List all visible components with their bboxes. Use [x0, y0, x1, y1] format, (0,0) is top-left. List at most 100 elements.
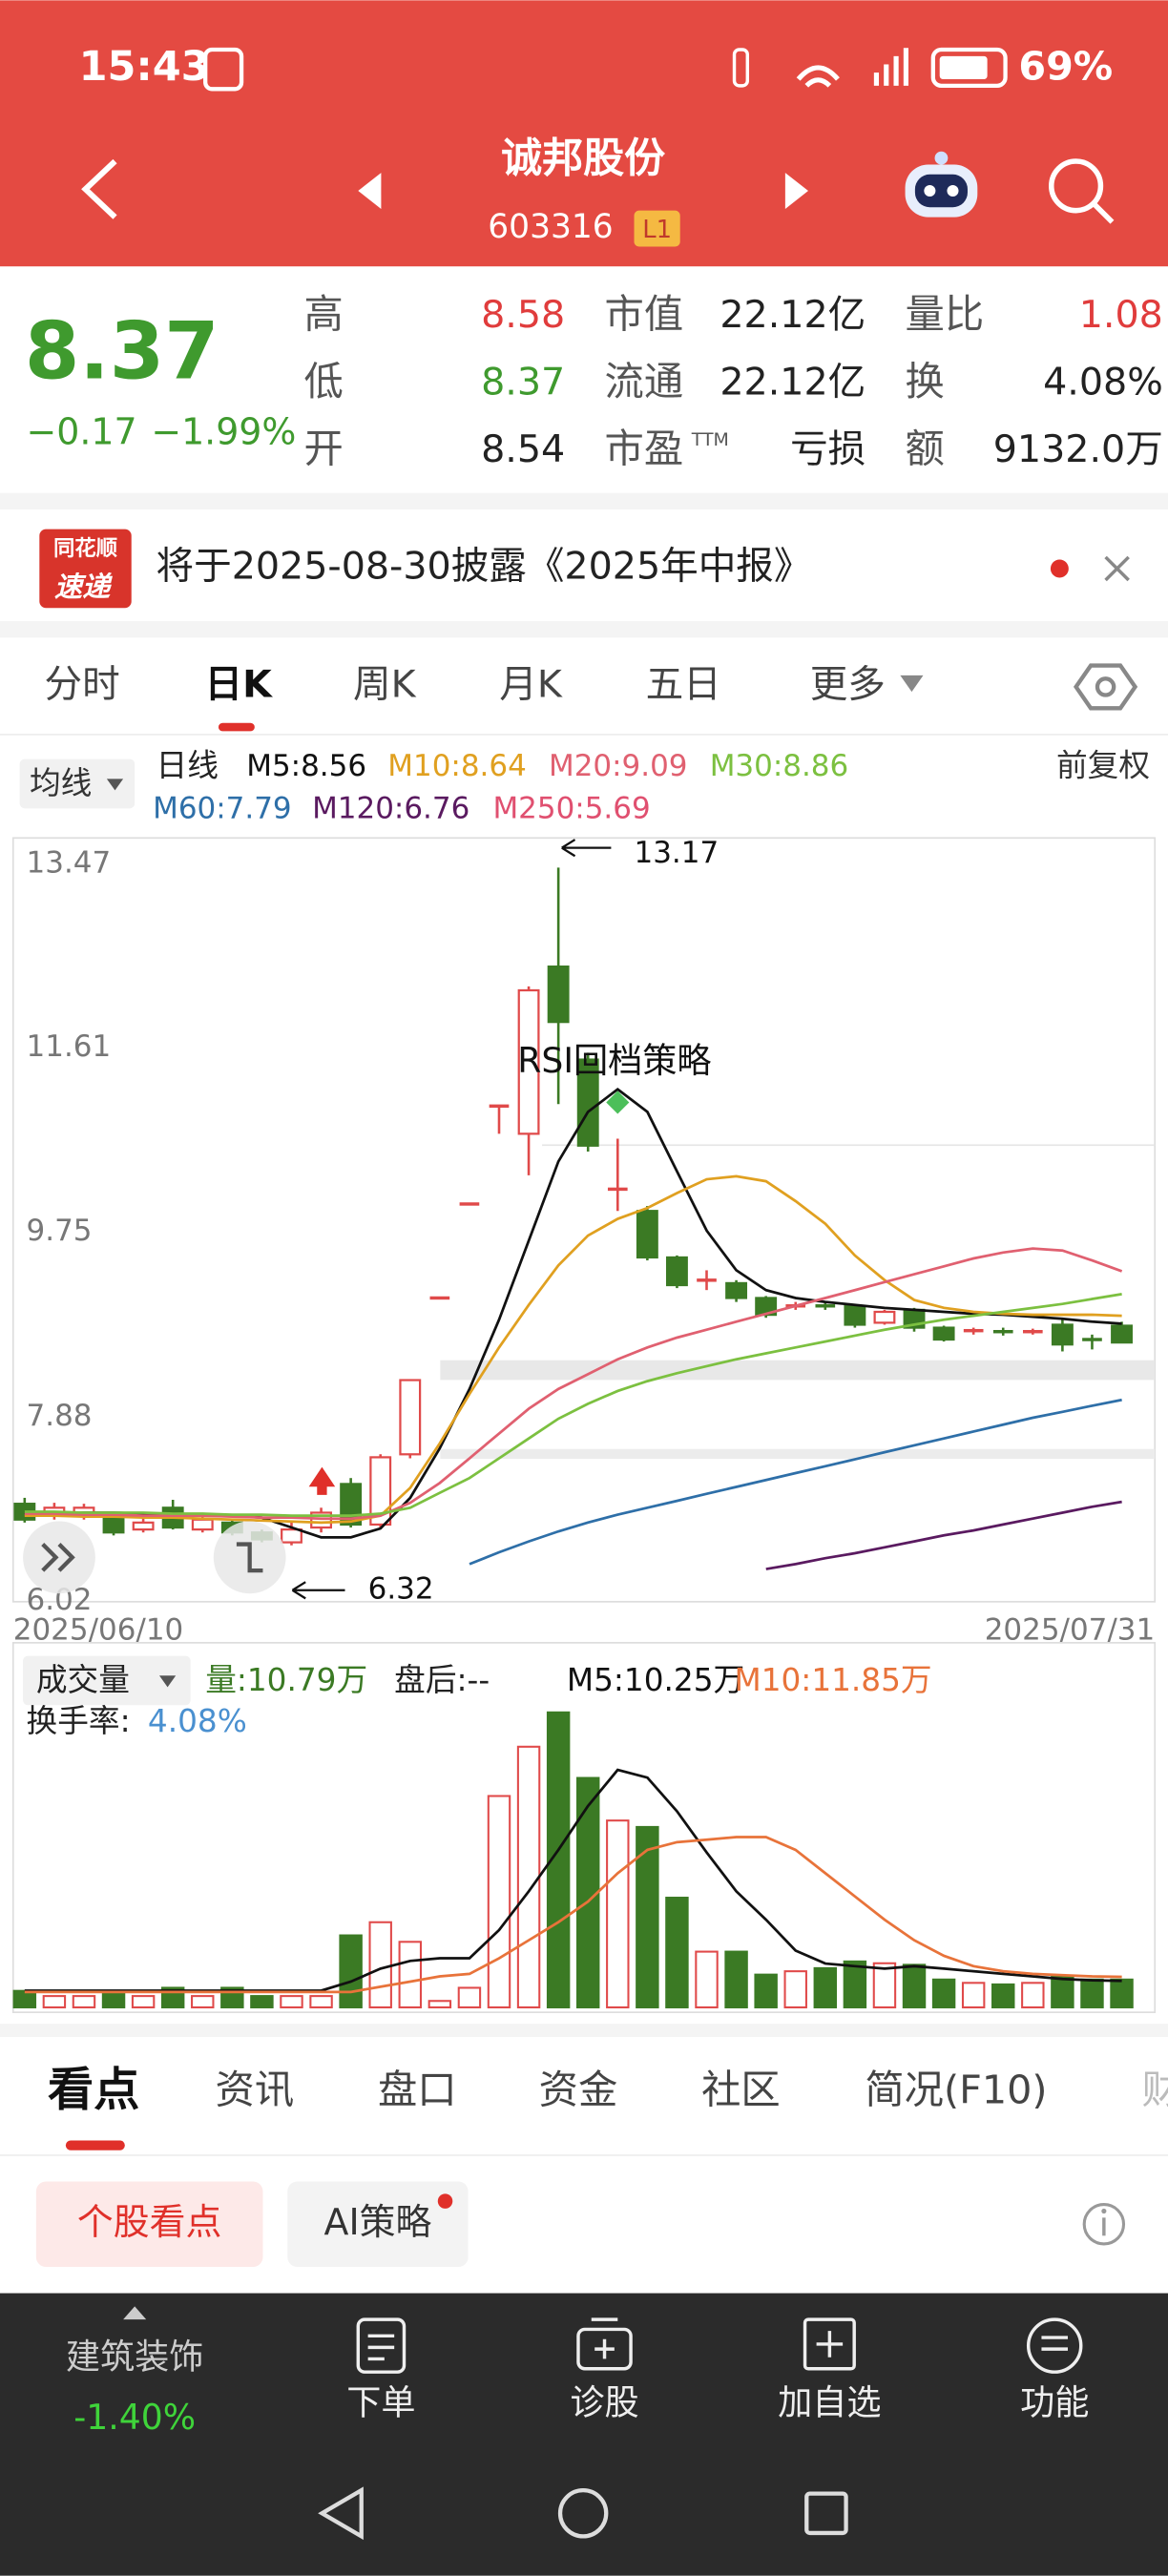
y-tick-label: 7.88 — [27, 1399, 93, 1433]
notice-text[interactable]: 将于2025-08-30披露《2025年中报》 — [156, 544, 812, 588]
adjust[interactable]: 前复权 — [1056, 747, 1150, 783]
y-tick-label: 11.61 — [27, 1029, 112, 1064]
next-stock[interactable] — [784, 173, 808, 209]
ma-button-bg[interactable] — [19, 758, 136, 809]
bottom-bar — [0, 2293, 1168, 2576]
volume-bar — [902, 1963, 927, 2009]
volume-bar — [636, 1825, 659, 2009]
period-tab[interactable]: 更多 — [810, 662, 886, 706]
stat-value: 9132.0万 — [993, 427, 1163, 471]
actions: 下单 诊股 加自选 功能 — [346, 2382, 1089, 2423]
candle-body — [1022, 1330, 1043, 1334]
info-tab[interactable]: 财 — [1141, 2067, 1168, 2113]
info-tab[interactable]: 社区 — [701, 2067, 781, 2113]
volume-bar — [813, 1966, 838, 2009]
stat-value: 1.08 — [1079, 293, 1163, 337]
candle-body — [607, 1187, 628, 1192]
period-tab[interactable]: 日K — [204, 662, 273, 706]
support-band — [440, 1360, 1156, 1381]
action[interactable]: 加自选 — [778, 2382, 881, 2423]
pill-bg[interactable] — [287, 2181, 469, 2268]
notice-logo — [39, 529, 132, 609]
candle-body — [191, 1518, 214, 1531]
ma-line — [24, 1768, 1122, 1992]
stock-name: 诚邦股份 — [501, 135, 665, 183]
period-tab[interactable]: 分时 — [44, 662, 119, 706]
x-tick-label: 2025/06/10 — [13, 1612, 184, 1647]
sector[interactable]: 建筑装饰 — [66, 2336, 204, 2377]
ma-arrow — [106, 779, 124, 791]
nav-bar[interactable] — [318, 2486, 848, 2541]
stat-value: 22.12亿 — [720, 361, 866, 405]
tab-underline — [218, 722, 255, 732]
y-tick-label: 13.47 — [27, 845, 112, 880]
volume-bar — [1110, 1978, 1134, 2009]
clock: 15:43 — [79, 43, 210, 91]
action[interactable]: 功能 — [1020, 2382, 1089, 2423]
legend-entry: M5:8.56 — [246, 749, 366, 783]
info-tabs: 看点 资讯 盘口 资金 社区 简况(F10) 财 — [48, 2064, 1168, 2117]
prev-stock[interactable] — [358, 173, 382, 209]
pill-bg[interactable] — [35, 2181, 263, 2268]
action[interactable]: 下单 — [346, 2382, 415, 2423]
info-tab[interactable]: 盘口 — [378, 2067, 457, 2113]
volume-bar — [961, 1982, 986, 2009]
legend-entry: M10:8.64 — [387, 749, 527, 783]
volume-bar — [280, 1995, 303, 2009]
back-button[interactable] — [81, 158, 117, 219]
divider — [0, 2024, 1168, 2038]
ma-line — [469, 1398, 1122, 1566]
info-icon[interactable] — [1082, 2203, 1126, 2246]
period-tab[interactable]: 月K — [499, 662, 563, 706]
vol-button-bg[interactable] — [23, 1655, 191, 1706]
action[interactable]: 诊股 — [570, 2382, 638, 2423]
stat-value: 8.58 — [481, 293, 565, 337]
candle-body — [1051, 1323, 1074, 1346]
change: −0.17 — [27, 410, 137, 452]
vol-title[interactable]: 成交量 — [36, 1662, 130, 1698]
change-pct: −1.99% — [151, 410, 296, 452]
candle-body — [873, 1310, 896, 1324]
volume-bar — [724, 1950, 748, 2009]
info-tab[interactable]: 看点 — [48, 2064, 139, 2117]
pill[interactable]: AI策略 — [324, 2201, 432, 2243]
volume-bar — [428, 2000, 452, 2009]
candle-body — [932, 1326, 955, 1341]
info-tab[interactable]: 资讯 — [216, 2067, 295, 2113]
volume-bar — [546, 1711, 571, 2009]
candle-body — [992, 1330, 1013, 1334]
divider — [0, 492, 1168, 509]
close-notice[interactable] — [1104, 555, 1130, 582]
settings-icon[interactable] — [1073, 663, 1138, 711]
info-tab[interactable]: 简况(F10) — [865, 2067, 1047, 2113]
notice-dot — [1050, 559, 1069, 578]
volume-bar — [398, 1941, 422, 2009]
stat-label: 换 — [906, 359, 945, 405]
pill[interactable]: 个股看点 — [77, 2201, 221, 2243]
period-tab[interactable]: 周K — [353, 662, 417, 706]
stock-code: 603316 — [488, 208, 613, 246]
volume-bar — [695, 1950, 719, 2009]
volume-bar — [12, 1989, 37, 2009]
badge-bg — [634, 210, 680, 247]
search-icon[interactable] — [1049, 158, 1115, 224]
support-band — [440, 1448, 1156, 1460]
annotation: RSI回档策略 — [517, 1040, 711, 1081]
overlay-buttons[interactable] — [23, 1521, 286, 1594]
info-tab[interactable]: 资金 — [539, 2067, 618, 2113]
period-tab[interactable]: 五日 — [646, 662, 721, 706]
volume-bar — [516, 1745, 541, 2009]
volume-bar — [1080, 1978, 1104, 2009]
volume-bar — [754, 1973, 778, 2009]
ma-button[interactable]: 均线 — [30, 765, 92, 801]
robot-icon[interactable] — [905, 151, 978, 218]
volume-bar — [487, 1795, 511, 2009]
candle-body — [399, 1379, 422, 1456]
volume-bar — [101, 1989, 126, 2009]
volume-bar — [1021, 1982, 1045, 2009]
sector-arrow — [123, 2306, 147, 2320]
status-icons — [732, 47, 1008, 89]
stat-value: 4.08% — [1043, 361, 1163, 405]
candle-body — [665, 1256, 688, 1287]
